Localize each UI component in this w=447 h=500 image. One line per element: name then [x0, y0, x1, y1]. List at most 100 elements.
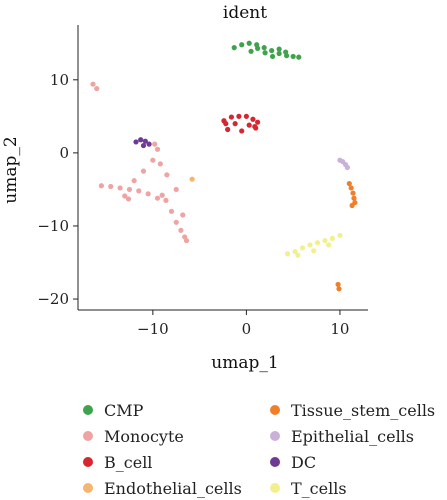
data-point: [178, 227, 184, 233]
data-point: [145, 191, 151, 197]
legend-marker: [83, 405, 93, 415]
data-point: [261, 45, 267, 51]
legend-marker: [270, 431, 280, 441]
legend: CMP Monocyte B_cell Endothelial_cells Tissue…: [83, 401, 435, 498]
data-point: [299, 245, 306, 251]
data-point: [136, 188, 142, 194]
legend-item: CMP: [83, 401, 144, 420]
data-point: [108, 183, 114, 190]
series-cmp: [231, 40, 302, 60]
data-point: [276, 50, 282, 57]
data-point: [335, 281, 341, 288]
data-point: [173, 219, 179, 225]
data-point: [246, 122, 252, 128]
data-point: [232, 121, 238, 127]
legend-label: CMP: [104, 401, 144, 420]
series-b-cell: [221, 113, 261, 134]
data-point: [284, 251, 291, 257]
x-tick-label: −10: [137, 320, 169, 338]
series-epithelial-cells: [337, 157, 351, 171]
data-point: [173, 186, 179, 193]
data-point: [243, 113, 249, 119]
data-point: [290, 53, 296, 60]
data-point: [154, 146, 161, 152]
legend-item: T_cells: [270, 479, 347, 498]
legend-marker: [270, 405, 280, 415]
series-t-cells: [284, 232, 343, 258]
data-point: [122, 193, 128, 199]
data-point: [314, 240, 321, 246]
data-point: [296, 54, 302, 60]
data-point: [349, 202, 355, 209]
series-tissue-stem-cells: [335, 180, 358, 292]
data-point: [125, 196, 132, 202]
legend-label: B_cell: [104, 453, 152, 472]
data-point: [168, 208, 175, 214]
data-point: [276, 46, 282, 52]
data-point: [90, 81, 96, 87]
data-point: [163, 197, 169, 203]
data-point: [117, 185, 123, 191]
y-tick-label: −10: [37, 217, 69, 235]
legend-marker: [83, 483, 93, 493]
series-endothelial-cells: [189, 176, 195, 182]
data-point: [183, 237, 190, 244]
data-point: [307, 242, 313, 248]
data-point: [154, 195, 161, 201]
data-point: [252, 123, 258, 130]
data-point: [228, 114, 235, 120]
data-point: [326, 242, 332, 248]
data-point: [150, 157, 156, 163]
legend-item: Monocyte: [83, 427, 184, 446]
data-point: [140, 168, 147, 174]
data-point: [131, 178, 137, 184]
chart-title: ident: [223, 3, 267, 23]
data-point: [250, 116, 256, 122]
data-point: [126, 186, 133, 193]
legend-marker: [83, 457, 93, 467]
y-axis-label: umap_2: [1, 136, 21, 203]
series-monocyte: [90, 81, 190, 244]
data-point: [336, 286, 342, 292]
y-tick-label: −20: [37, 290, 69, 308]
series-dc: [133, 137, 152, 149]
data-point: [164, 172, 170, 178]
data-point: [295, 252, 301, 258]
data-point: [225, 126, 231, 133]
x-tick-label: 10: [330, 320, 349, 338]
data-point: [350, 190, 356, 196]
legend-marker: [270, 483, 280, 493]
data-point: [138, 137, 144, 143]
x-tick-label: 0: [242, 320, 252, 338]
data-point: [311, 248, 317, 254]
legend-label: DC: [291, 453, 316, 472]
y-axis-ticks: 10 0 −10 −20: [37, 71, 78, 308]
legend-label: T_cells: [291, 479, 347, 498]
x-axis-label: umap_1: [211, 353, 278, 373]
data-point: [262, 50, 268, 56]
data-point: [239, 128, 245, 134]
legend-item: Tissue_stem_cells: [270, 401, 435, 420]
data-point: [248, 48, 254, 54]
data-point: [337, 232, 343, 239]
data-point: [142, 138, 148, 144]
data-point: [146, 141, 152, 147]
legend-marker: [83, 431, 93, 441]
data-point: [269, 47, 275, 54]
data-point: [322, 237, 328, 244]
data-point: [98, 183, 104, 189]
data-point: [283, 49, 289, 55]
y-tick-label: 0: [59, 144, 69, 162]
data-point: [157, 161, 163, 167]
data-point: [255, 119, 261, 125]
data-point: [292, 248, 298, 255]
legend-label: Monocyte: [104, 427, 184, 446]
data-point: [344, 164, 351, 171]
data-point: [255, 45, 261, 51]
data-point: [94, 85, 100, 92]
data-point: [140, 142, 147, 149]
legend-label: Tissue_stem_cells: [291, 401, 435, 420]
data-point: [346, 180, 352, 187]
data-point: [269, 53, 276, 60]
data-point: [329, 235, 336, 241]
